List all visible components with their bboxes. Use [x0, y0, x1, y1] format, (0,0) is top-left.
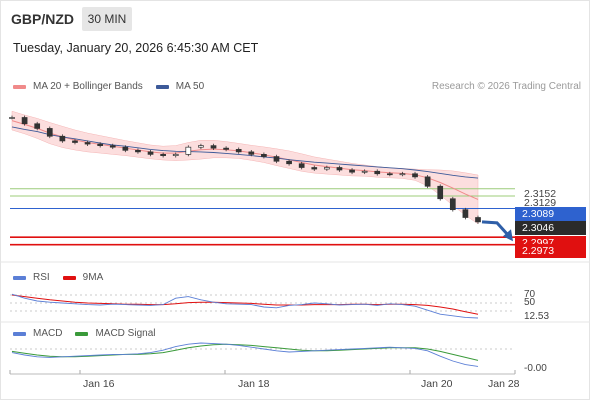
- price-candle-body: [84, 142, 91, 145]
- price-candle-body: [298, 163, 305, 168]
- x-tick-label: Jan 20: [421, 378, 453, 390]
- macd-signal-legend-swatch: [75, 331, 89, 336]
- price-candle-body: [248, 151, 255, 155]
- price-candle-body: [160, 154, 166, 156]
- price-candle-body: [59, 135, 66, 142]
- price-candle-body: [475, 217, 481, 223]
- macd-legend: MACD MACD Signal: [13, 328, 155, 339]
- ma50-legend-swatch: [155, 84, 169, 89]
- forecast-arrow-head: [503, 229, 513, 242]
- ma50-line: [11, 126, 479, 179]
- price-candle-body: [97, 143, 104, 146]
- macd-line: [11, 342, 479, 367]
- price-candle-body: [361, 170, 368, 173]
- rsi-legend-swatch: [13, 275, 26, 280]
- price-candle-body: [399, 173, 406, 176]
- rsi-line: [11, 293, 479, 319]
- price-candle-body: [324, 167, 330, 170]
- symbol-title: GBP/NZD: [11, 11, 74, 27]
- price-legend: MA 20 + Bollinger Bands MA 50: [13, 81, 204, 92]
- rsi-ma-legend-swatch: [62, 275, 76, 280]
- bollinger-band: [11, 110, 479, 225]
- price-candle-body: [374, 170, 381, 175]
- price-candle-body: [235, 149, 242, 153]
- macd-current-label: -0.00: [524, 363, 547, 374]
- price-candle-body: [172, 154, 179, 156]
- price-candle-body: [72, 140, 78, 143]
- timeframe-button[interactable]: 30 MIN: [82, 7, 132, 31]
- price-candle-body: [273, 156, 280, 162]
- price-candle-body: [122, 146, 129, 151]
- price-candle-body: [34, 123, 41, 129]
- rsi-current-label: 12.53: [524, 311, 550, 322]
- price-candle-body: [286, 160, 292, 165]
- rsi-50-label: 50: [524, 297, 536, 308]
- ma50-legend-label: MA 50: [175, 81, 205, 92]
- price-level-tag: 2.2973: [515, 244, 586, 258]
- rsi-legend: RSI 9MA: [13, 272, 103, 283]
- price-candle-body: [412, 173, 418, 178]
- price-level-tag: 2.3152: [524, 188, 557, 200]
- price-candle-body: [21, 117, 28, 125]
- price-candle-body: [223, 147, 229, 150]
- macd-legend-label: MACD: [33, 328, 63, 339]
- price-candle-body: [311, 167, 318, 170]
- price-candle-body: [449, 198, 456, 211]
- chart-datetime: Tuesday, January 20, 2026 6:45:30 AM CET: [13, 41, 259, 55]
- price-candle-body: [462, 209, 469, 218]
- price-candle-body: [147, 151, 154, 155]
- price-level-tag: 2.3129: [524, 197, 557, 209]
- x-tick-label: Jan 16: [83, 378, 115, 390]
- price-level-tag: 2.3089: [515, 207, 586, 221]
- price-candle-body: [386, 173, 393, 176]
- price-candle-body: [424, 176, 431, 187]
- rsi-ma-legend-label: 9MA: [82, 272, 104, 283]
- price-candle-body: [210, 145, 217, 149]
- ma20-legend-swatch: [13, 84, 26, 89]
- price-candle-body: [135, 149, 141, 153]
- x-tick-label: Jan 18: [238, 378, 270, 390]
- price-candle-body: [9, 117, 15, 119]
- price-candle-body: [198, 145, 204, 148]
- price-candle-body: [336, 167, 343, 171]
- price-candle-body: [437, 185, 444, 200]
- macd-signal-legend-label: MACD Signal: [95, 328, 156, 339]
- price-candle-body: [185, 146, 192, 155]
- rsi-70-label: 70: [524, 289, 536, 300]
- price-candle-body: [46, 128, 53, 137]
- price-level-tag: 2.3046: [515, 221, 586, 235]
- price-candle-body: [349, 169, 355, 173]
- price-candle-body: [261, 154, 267, 157]
- x-tick-label: Jan 28: [488, 378, 520, 390]
- forecast-arrow-line: [481, 220, 512, 239]
- macd-legend-swatch: [13, 331, 26, 336]
- rsi-legend-label: RSI: [33, 272, 50, 283]
- ma20-legend-label: MA 20 + Bollinger Bands: [33, 81, 143, 92]
- research-credit: Research © 2026 Trading Central: [431, 81, 581, 92]
- price-candle-body: [109, 145, 116, 148]
